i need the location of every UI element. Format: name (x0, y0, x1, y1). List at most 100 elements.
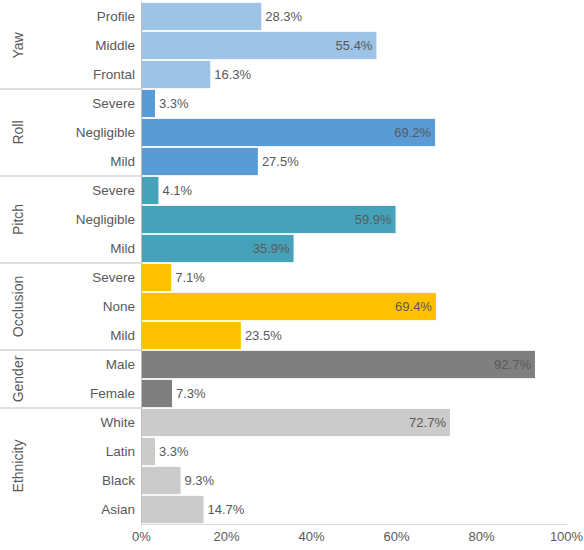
group-label: Yaw (10, 32, 26, 59)
bar (141, 264, 171, 291)
data-labels: 28.3% 55.4% 16.3% 3.3% 69.2% 27.5% 4.1% 59.9% 35… (159, 9, 531, 517)
data-label: 16.3% (214, 67, 251, 82)
bar (141, 90, 155, 117)
bar (141, 380, 172, 407)
y-tick: Negligible (76, 125, 141, 140)
y-tick: Severe (92, 183, 141, 198)
group-separator (0, 176, 141, 177)
bar (141, 438, 155, 465)
data-label: 14.7% (207, 502, 244, 517)
chart: 0% 20% 40% 60% 80% 100% Profile Middle Frontal Se… (0, 0, 584, 550)
y-tick: Male (106, 357, 141, 372)
category-label: Mild (110, 328, 135, 343)
y-tick: None (103, 299, 141, 314)
category-label: Latin (106, 444, 135, 459)
y-tick: Mild (110, 241, 141, 256)
x-tick: 40% (298, 524, 324, 544)
y-tick: Negligible (76, 212, 141, 227)
x-tick: 0% (132, 524, 151, 544)
group-separator (0, 350, 141, 351)
data-label: 7.3% (176, 386, 206, 401)
x-tick-label: 100% (550, 529, 584, 544)
x-tick-label: 60% (383, 529, 409, 544)
x-tick: 60% (383, 524, 409, 544)
y-tick: Black (102, 473, 141, 488)
data-label: 3.3% (159, 96, 189, 111)
data-label: 69.4% (395, 299, 432, 314)
category-label: Negligible (76, 125, 135, 140)
data-label: 3.3% (159, 444, 189, 459)
category-label: White (100, 415, 135, 430)
bar (141, 496, 203, 523)
category-label: Severe (92, 183, 135, 198)
category-label: Severe (92, 96, 135, 111)
y-tick: Mild (110, 328, 141, 343)
x-tick: 80% (468, 524, 494, 544)
x-tick-label: 80% (468, 529, 494, 544)
category-label: Black (102, 473, 135, 488)
category-label: Negligible (76, 212, 135, 227)
y-tick: Middle (95, 38, 141, 53)
x-axis: 0% 20% 40% 60% 80% 100% (132, 524, 583, 544)
data-label: 9.3% (185, 473, 215, 488)
bar (141, 119, 435, 146)
y-tick: Profile (97, 9, 141, 24)
bars (141, 3, 535, 523)
bar (141, 467, 181, 494)
group-label: Occlusion (10, 276, 26, 337)
group-label: Ethnicity (10, 440, 26, 493)
data-label: 72.7% (409, 415, 446, 430)
bar (141, 177, 158, 204)
category-label: Mild (110, 154, 135, 169)
bar (141, 351, 535, 378)
data-label: 35.9% (253, 241, 290, 256)
bar (141, 322, 241, 349)
group-label: Pitch (10, 204, 26, 235)
x-tick: 100% (550, 524, 584, 544)
category-label: Female (90, 386, 135, 401)
data-label: 92.7% (494, 357, 531, 372)
group-separator (0, 408, 141, 409)
data-label: 23.5% (245, 328, 282, 343)
bar (141, 148, 258, 175)
data-label: 4.1% (162, 183, 192, 198)
data-label: 28.3% (265, 9, 302, 24)
y-tick: Severe (92, 270, 141, 285)
data-label: 55.4% (336, 38, 373, 53)
x-axis-line (142, 524, 567, 525)
group-label: Gender (10, 355, 26, 402)
group-separator (0, 263, 141, 264)
category-label: Middle (95, 38, 135, 53)
bar (141, 61, 210, 88)
category-label: Mild (110, 241, 135, 256)
x-tick-label: 0% (132, 529, 151, 544)
category-label: Asian (101, 502, 135, 517)
y-tick: Latin (106, 444, 141, 459)
category-label: Frontal (93, 67, 135, 82)
category-label: Male (106, 357, 135, 372)
y-tick: Severe (92, 96, 141, 111)
data-label: 59.9% (355, 212, 392, 227)
data-label: 7.1% (175, 270, 205, 285)
x-tick-label: 40% (298, 529, 324, 544)
group-label: Roll (10, 120, 26, 144)
y-axis-line (141, 3, 142, 525)
bar (141, 3, 261, 30)
bar (141, 206, 396, 233)
bar (141, 293, 436, 320)
y-tick: Asian (101, 502, 141, 517)
data-label: 69.2% (394, 125, 431, 140)
y-tick: Frontal (93, 67, 141, 82)
category-label: None (103, 299, 135, 314)
data-label: 27.5% (262, 154, 299, 169)
y-tick: Mild (110, 154, 141, 169)
y-tick: White (100, 415, 141, 430)
x-tick: 20% (213, 524, 239, 544)
bar (141, 409, 450, 436)
y-tick: Female (90, 386, 141, 401)
category-label: Severe (92, 270, 135, 285)
bar (141, 32, 376, 59)
group-separator (0, 89, 141, 90)
x-tick-label: 20% (213, 529, 239, 544)
category-label: Profile (97, 9, 135, 24)
